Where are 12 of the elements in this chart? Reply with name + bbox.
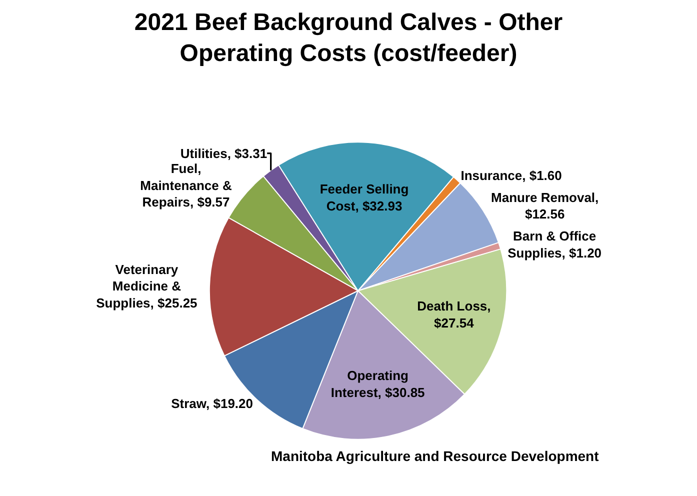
slice-label: Veterinary Medicine & Supplies, $25.25 <box>96 262 198 311</box>
slice-label: Feeder Selling Cost, $32.93 <box>320 182 409 214</box>
slice-label: Fuel, Maintenance & Repairs, $9.57 <box>140 160 232 210</box>
text: Manitoba Agriculture and Resource Development <box>271 448 600 464</box>
slice-label: Utilities, $3.31 <box>180 146 268 161</box>
slice-label: Death Loss, $27.54 <box>417 298 491 330</box>
slice-label: Straw, $19.20 <box>171 396 253 412</box>
chart-title: 2021 Beef Background Calves - Other Operating Costs (cost/feeder) <box>134 8 563 67</box>
slice-label: Manure Removal, $12.56 <box>491 190 599 222</box>
slice-label: Insurance, $1.60 <box>460 168 562 184</box>
slice-label: Barn & Office Supplies, $1.20 <box>508 228 602 260</box>
slice-label: Operating Interest, $30.85 <box>330 368 425 400</box>
